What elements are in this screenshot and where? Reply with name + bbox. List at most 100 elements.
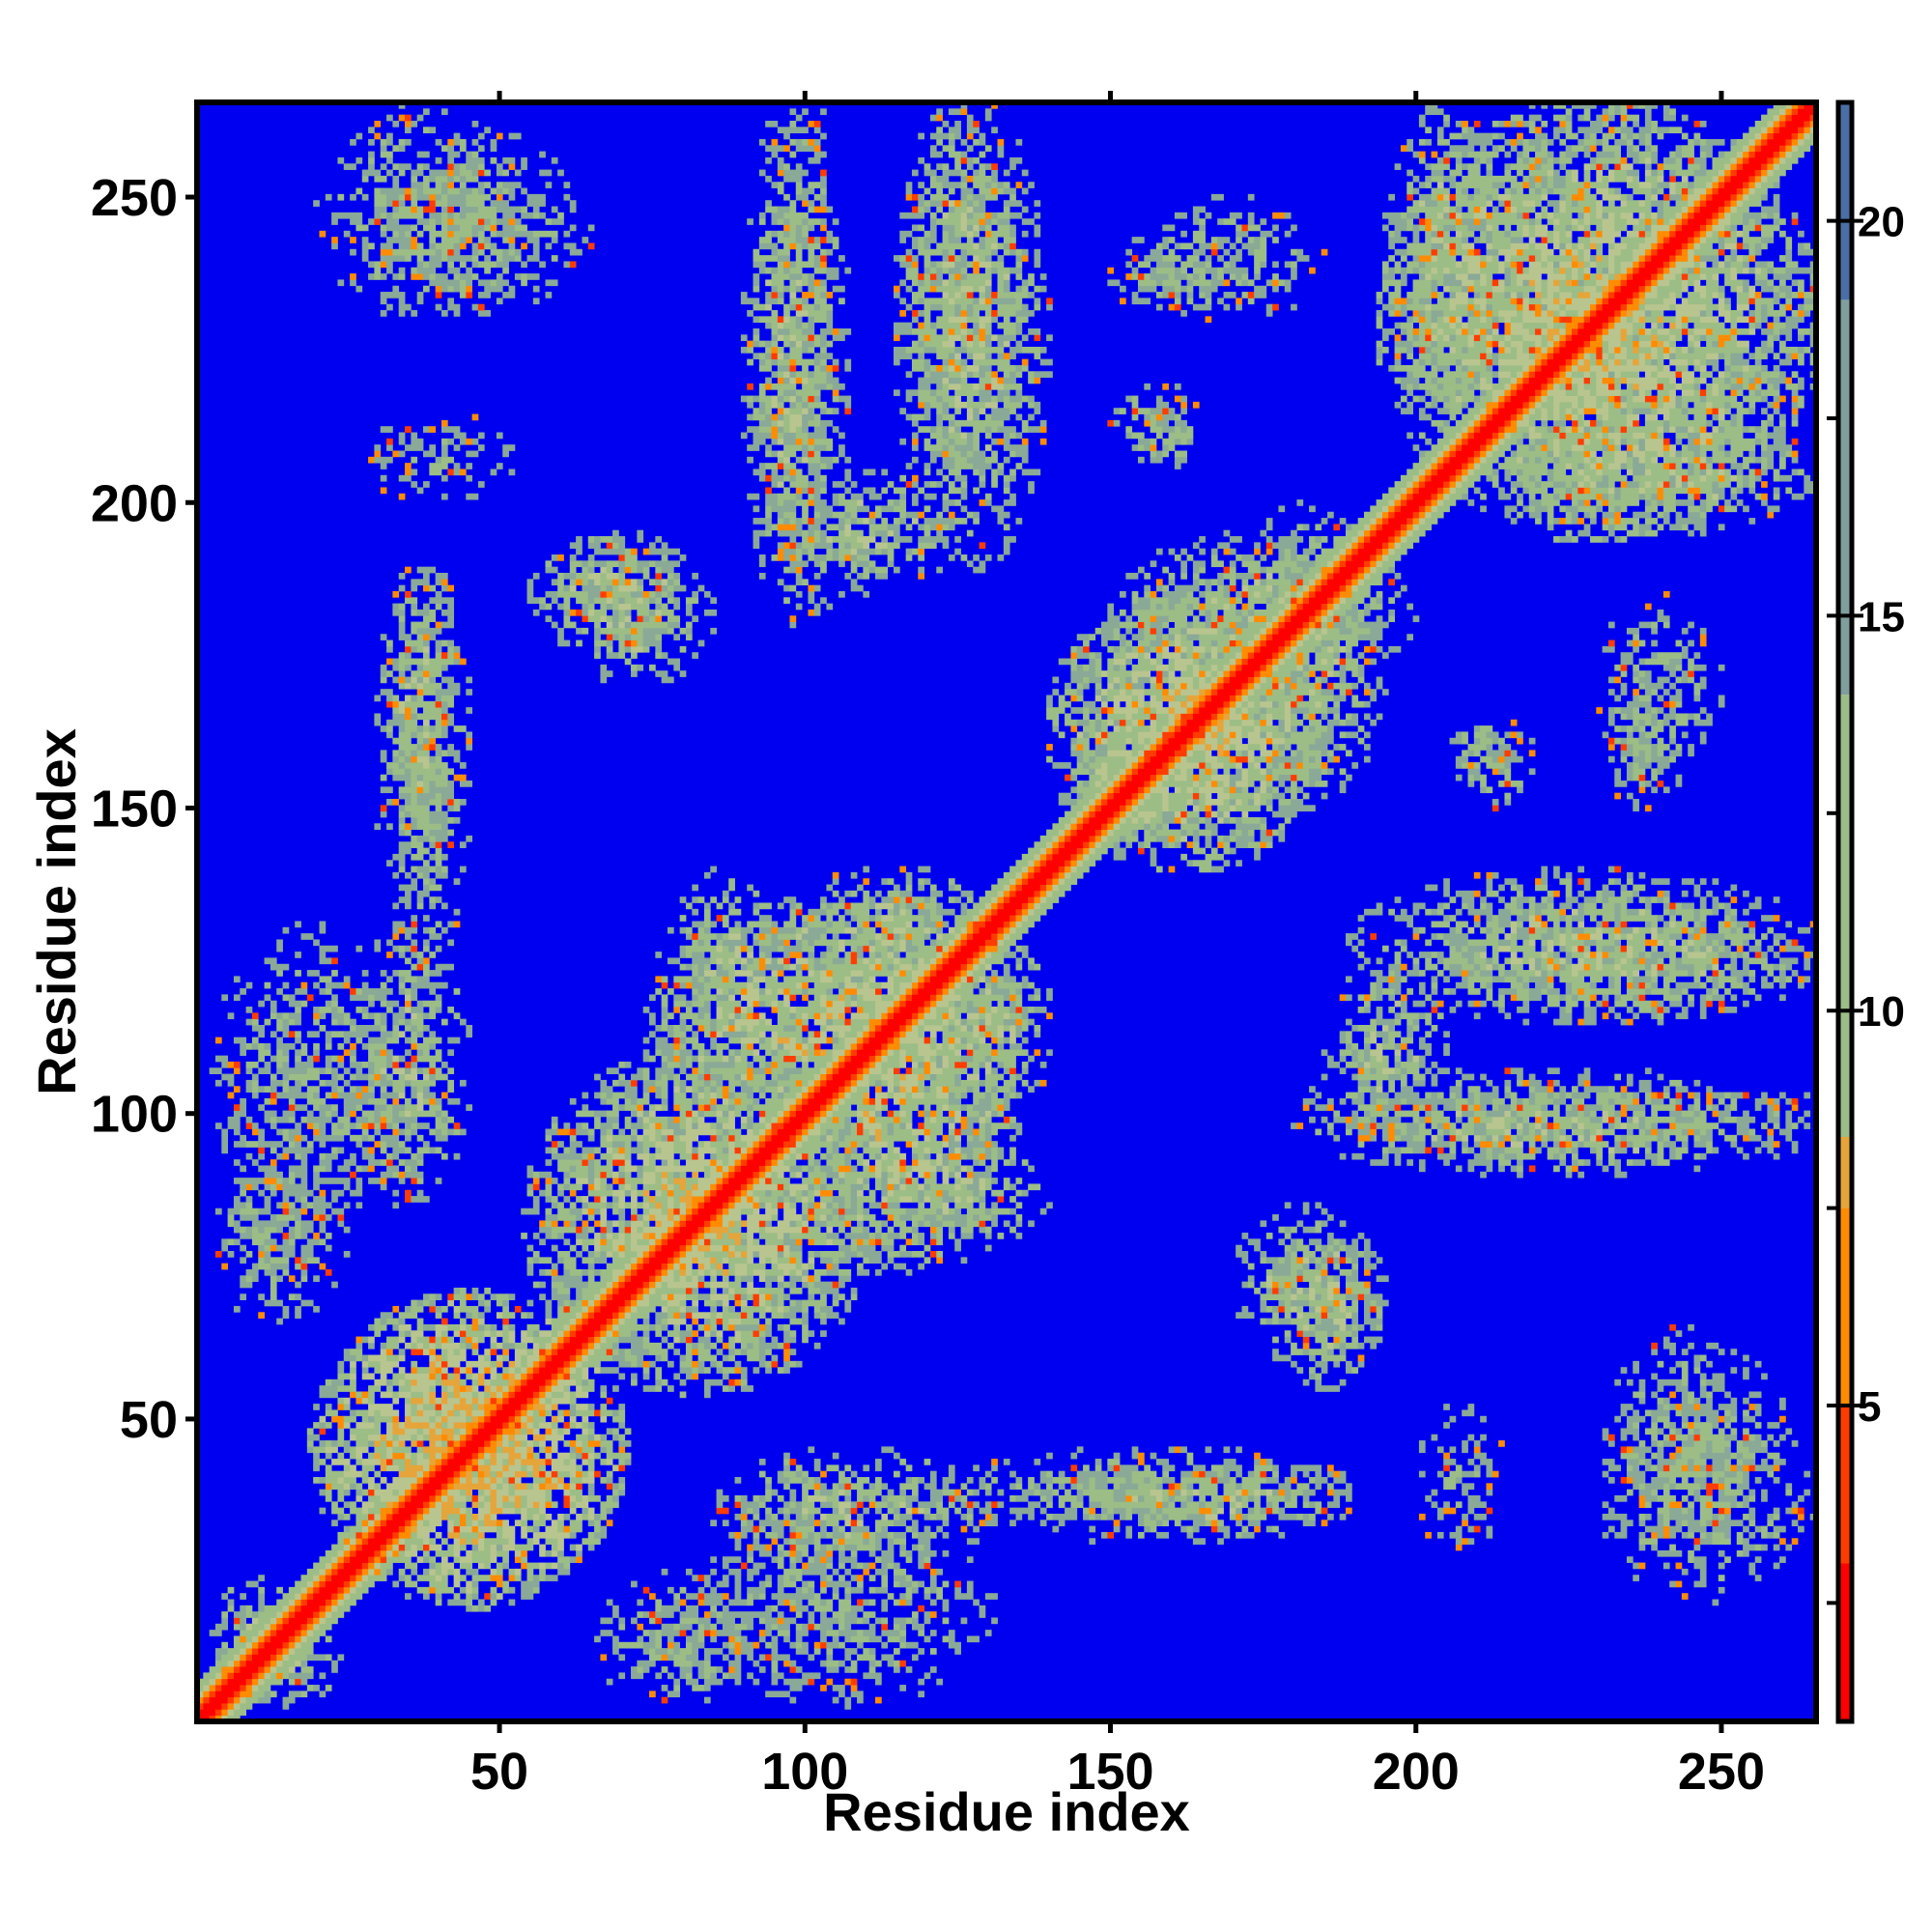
heatmap-cell: [667, 1299, 681, 1307]
heatmap-cell: [313, 1459, 320, 1465]
heatmap-cell: [587, 1214, 595, 1221]
heatmap-cell: [361, 1531, 369, 1539]
heatmap-cell: [655, 1178, 663, 1184]
heatmap-cell: [569, 1489, 582, 1496]
heatmap-cell: [758, 1580, 766, 1588]
heatmap-cell: [435, 1459, 442, 1465]
heatmap-cell: [416, 1367, 430, 1374]
heatmap-cell: [789, 1556, 797, 1563]
heatmap-cell: [392, 1538, 400, 1545]
heatmap-cell: [545, 1268, 553, 1276]
heatmap-cell: [545, 1189, 553, 1197]
heatmap-cell: [740, 1648, 753, 1655]
heatmap-cell: [319, 1605, 327, 1612]
heatmap-cell: [966, 1183, 980, 1191]
heatmap-cell: [526, 1367, 534, 1374]
heatmap-cell: [1693, 1477, 1707, 1484]
heatmap-cell: [233, 1178, 265, 1184]
heatmap-cell: [466, 1593, 472, 1600]
heatmap-cell: [521, 1586, 534, 1594]
heatmap-cell: [777, 1171, 784, 1179]
heatmap-cell: [447, 1397, 461, 1405]
heatmap-cell: [667, 1672, 674, 1680]
heatmap-cell: [820, 1183, 827, 1191]
heatmap-cell: [795, 1257, 803, 1264]
heatmap-cell: [960, 1183, 968, 1191]
heatmap-cell: [1346, 1287, 1352, 1294]
heatmap-cell: [1662, 1342, 1676, 1350]
heatmap-cell: [496, 1440, 503, 1447]
heatmap-cell: [850, 1531, 864, 1539]
heatmap-cell: [887, 1489, 895, 1496]
heatmap-cell: [1113, 1483, 1121, 1491]
heatmap-cell: [979, 1226, 986, 1234]
heatmap-cell: [1688, 1397, 1694, 1405]
heatmap-cell: [240, 1654, 246, 1662]
heatmap-cell: [1651, 1159, 1658, 1166]
heatmap-cell: [435, 1342, 442, 1350]
heatmap-cell: [789, 1494, 797, 1502]
heatmap-cell: [386, 1549, 393, 1557]
heatmap-cell: [991, 1208, 1010, 1215]
heatmap-cell: [783, 1660, 790, 1667]
heatmap-cell: [758, 1171, 766, 1179]
heatmap-cell: [459, 1470, 467, 1478]
heatmap-cell: [667, 1208, 674, 1215]
heatmap-cell: [532, 1257, 540, 1264]
heatmap-cell: [606, 1323, 613, 1331]
heatmap-cell: [960, 1257, 968, 1264]
heatmap-cell: [576, 1299, 582, 1307]
heatmap-cell: [881, 1617, 889, 1625]
heatmap-cell: [692, 1152, 699, 1160]
heatmap-cell: [484, 1452, 491, 1460]
heatmap-cell: [753, 1293, 760, 1300]
heatmap-cell: [563, 1367, 571, 1374]
heatmap-cell: [942, 1635, 950, 1643]
heatmap-cell: [642, 1178, 656, 1184]
heatmap-cell: [844, 1568, 852, 1576]
heatmap-cell: [423, 1549, 430, 1557]
heatmap-cell: [411, 1483, 418, 1491]
heatmap-cell: [551, 1464, 577, 1472]
heatmap-cell: [747, 1623, 753, 1631]
heatmap-cell: [857, 1562, 864, 1570]
heatmap-cell: [631, 1214, 638, 1221]
heatmap-cell: [361, 1459, 382, 1465]
heatmap-cell: [502, 1330, 509, 1337]
heatmap-cell: [258, 1611, 277, 1618]
heatmap-cell: [637, 1189, 644, 1197]
heatmap-cell: [637, 1263, 644, 1270]
heatmap-cell: [1638, 1501, 1646, 1509]
heatmap-cell: [477, 1428, 497, 1435]
heatmap-cell: [966, 1501, 974, 1509]
heatmap-cell: [392, 1391, 400, 1399]
heatmap-cell: [466, 1409, 472, 1417]
heatmap-cell: [984, 1501, 992, 1509]
heatmap-cell: [582, 1312, 589, 1319]
heatmap-cell: [637, 1305, 656, 1313]
heatmap-cell: [477, 1446, 485, 1454]
heatmap-cell: [1120, 1483, 1139, 1491]
heatmap-cell: [850, 1678, 858, 1686]
heatmap-cell: [392, 1489, 400, 1496]
heatmap-cell: [740, 1238, 748, 1246]
heatmap-cell: [631, 1268, 638, 1276]
heatmap-cell: [337, 1434, 345, 1441]
heatmap-cell: [802, 1586, 809, 1594]
heatmap-cell: [710, 1220, 724, 1228]
heatmap-cell: [637, 1611, 644, 1618]
heatmap-cell: [802, 1268, 809, 1276]
heatmap-cell: [991, 1202, 998, 1209]
heatmap-cell: [295, 1605, 301, 1612]
heatmap-cell: [673, 1147, 687, 1154]
heatmap-cell: [508, 1415, 516, 1423]
heatmap-cell: [808, 1263, 815, 1270]
heatmap-cell: [545, 1349, 553, 1355]
heatmap-cell: [1773, 1513, 1780, 1520]
heatmap-cell: [526, 1268, 534, 1276]
heatmap-cell: [875, 1507, 882, 1515]
heatmap-cell: [386, 1165, 400, 1173]
heatmap-cell: [789, 1520, 797, 1527]
heatmap-cell: [618, 1275, 626, 1283]
heatmap-cell: [545, 1159, 553, 1166]
